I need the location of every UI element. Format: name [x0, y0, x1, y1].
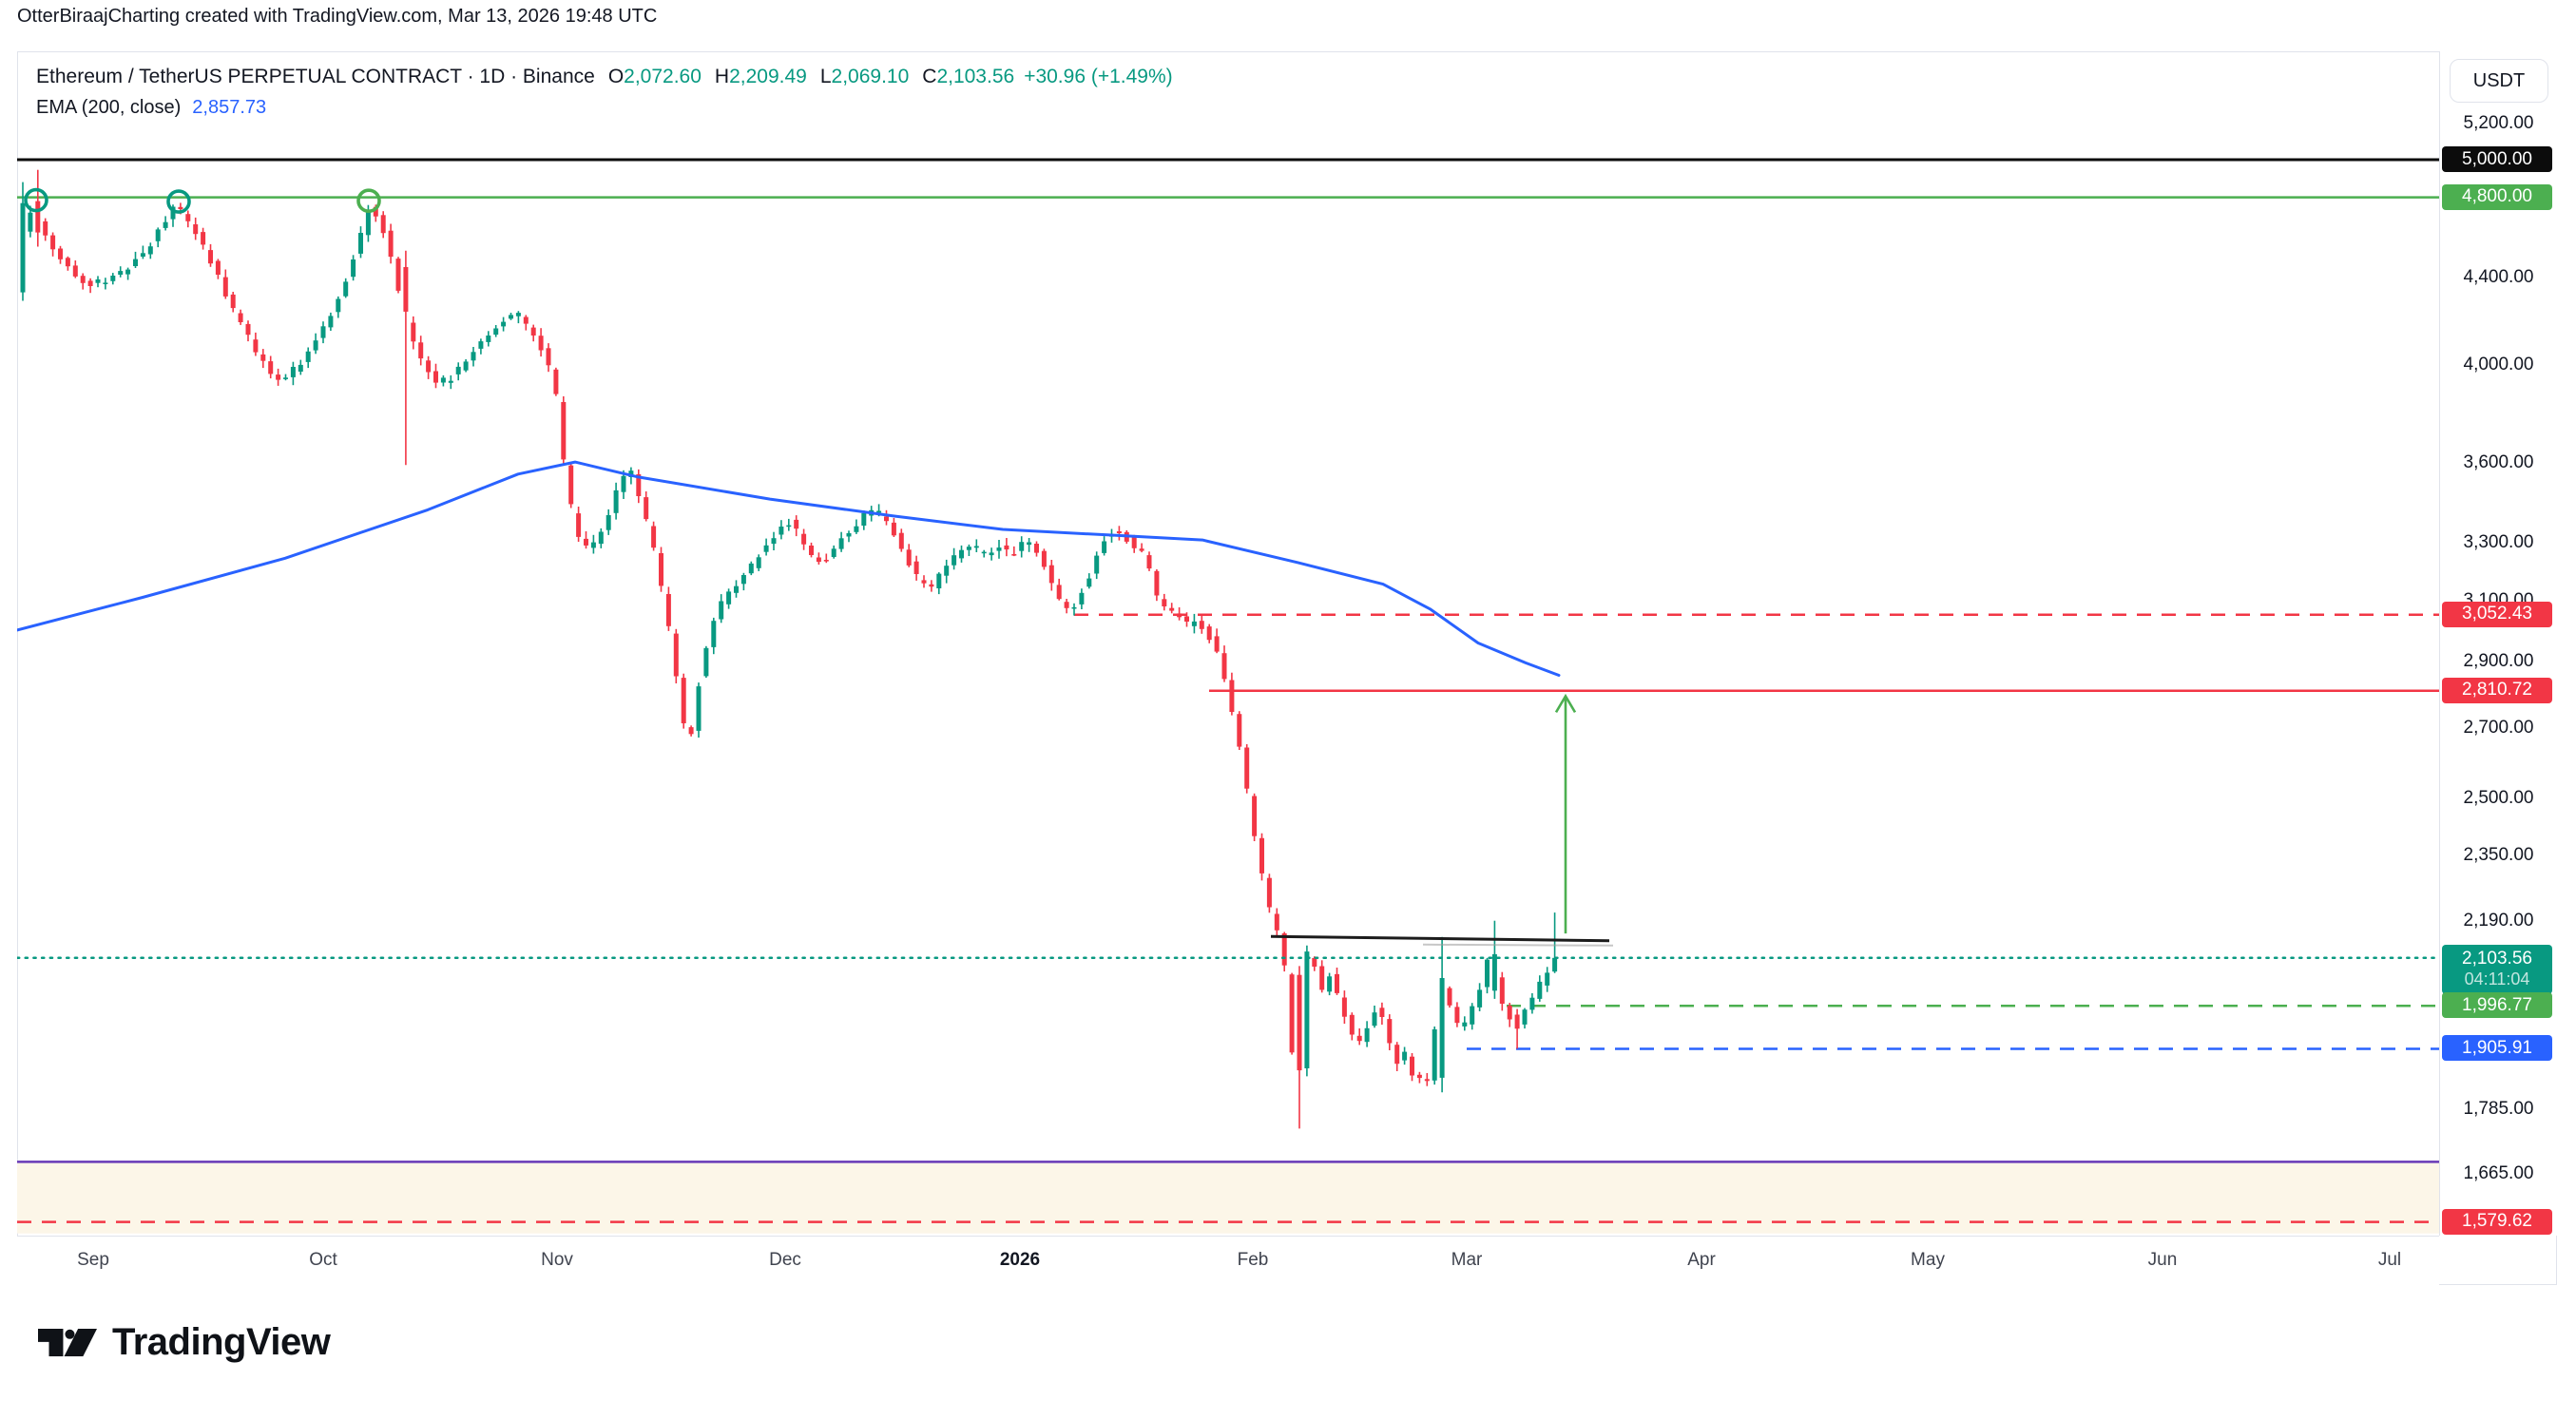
- price-tick: 2,900.00: [2463, 651, 2534, 672]
- time-label-2026: 2026: [999, 1250, 1041, 1270]
- resistance-segment[interactable]: [1270, 934, 1610, 943]
- price-tick: 2,500.00: [2463, 788, 2534, 809]
- time-label-Feb: Feb: [1237, 1250, 1269, 1270]
- price-badge-305243: 3,052.43: [2442, 601, 2552, 627]
- touch-marker-1[interactable]: [24, 187, 48, 213]
- price-tick: 5,200.00: [2463, 112, 2534, 133]
- price-badge-480000: 4,800.00: [2442, 183, 2552, 210]
- price-axis[interactable]: USDT 5,200.00 5,000.00 4,800.00 4,400.00 4,0…: [2439, 51, 2557, 1236]
- time-label-Mar: Mar: [1451, 1250, 1483, 1270]
- price-badge-500000: 5,000.00: [2442, 146, 2552, 172]
- symbol-title[interactable]: Ethereum / TetherUS PERPETUAL CONTRACT ·…: [36, 66, 595, 87]
- price-badge-190591: 1,905.91: [2442, 1035, 2552, 1062]
- attribution-text: OtterBiraajCharting created with Trading…: [17, 6, 658, 27]
- indicator-value: 2,857.73: [192, 97, 267, 118]
- price-tick: 3,600.00: [2463, 451, 2534, 472]
- price-tick: 1,665.00: [2463, 1162, 2534, 1183]
- indicator-label[interactable]: EMA (200, close): [36, 97, 182, 118]
- time-label-Jul: Jul: [2377, 1250, 2402, 1270]
- currency-button[interactable]: USDT: [2450, 59, 2548, 103]
- ohlc-close: C2,103.56: [922, 66, 1015, 87]
- chart-widget: [17, 51, 2557, 1285]
- time-label-Nov: Nov: [541, 1250, 573, 1270]
- price-tick: 3,300.00: [2463, 532, 2534, 553]
- price-tick: 2,700.00: [2463, 717, 2534, 738]
- touch-marker-3[interactable]: [356, 188, 381, 213]
- time-label-Jun: Jun: [2147, 1250, 2178, 1270]
- chart-legend: Ethereum / TetherUS PERPETUAL CONTRACT ·…: [36, 63, 1173, 121]
- price-badge-199677: 1,996.77: [2442, 992, 2552, 1019]
- price-tick: 2,190.00: [2463, 910, 2534, 931]
- change-value: +30.96 (+1.49%): [1024, 66, 1173, 87]
- countdown-timer: 04:11:04: [2464, 969, 2530, 989]
- price-chart-canvas[interactable]: [17, 51, 2439, 1236]
- time-label-Apr: Apr: [1687, 1250, 1716, 1270]
- candlestick-series: [20, 169, 1558, 1129]
- ohlc-high: H2,209.49: [714, 66, 807, 87]
- projection-arrow[interactable]: [1554, 693, 1577, 934]
- tradingview-logo-text: TradingView: [112, 1321, 331, 1363]
- price-badge-210356: 2,103.56 04:11:04: [2442, 944, 2552, 994]
- time-label-Dec: Dec: [769, 1250, 801, 1270]
- time-label-Sep: Sep: [77, 1250, 109, 1270]
- time-axis[interactable]: Sep Oct Nov Dec 2026 Feb Mar Apr May Jun Jul: [17, 1236, 2439, 1286]
- tradingview-logo[interactable]: TradingView: [38, 1321, 331, 1364]
- price-tick: 1,785.00: [2463, 1099, 2534, 1120]
- resistance-segment-shadow: [1422, 943, 1614, 947]
- time-label-Oct: Oct: [309, 1250, 337, 1270]
- price-tick: 4,000.00: [2463, 355, 2534, 375]
- touch-marker-2[interactable]: [166, 189, 191, 214]
- price-tick: 4,400.00: [2463, 266, 2534, 287]
- tradingview-logo-icon: [38, 1329, 97, 1356]
- ohlc-low: L2,069.10: [819, 66, 910, 87]
- time-label-May: May: [1911, 1250, 1945, 1270]
- price-tick: 2,350.00: [2463, 845, 2534, 866]
- price-badge-157962: 1,579.62: [2442, 1208, 2552, 1235]
- ohlc-open: O2,072.60: [607, 66, 702, 87]
- ema-line[interactable]: [17, 460, 1561, 677]
- price-badge-281072: 2,810.72: [2442, 677, 2552, 703]
